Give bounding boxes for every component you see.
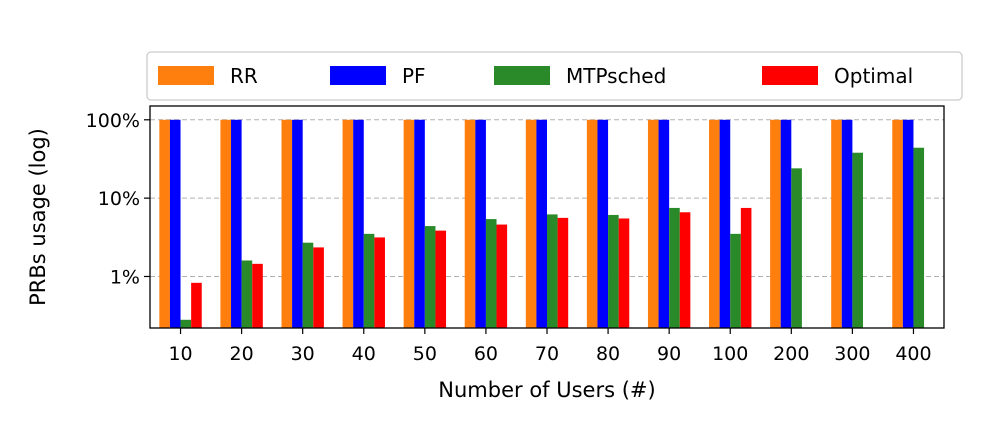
bar-pf-60 bbox=[475, 119, 486, 328]
legend-label-mtpsched: MTPsched bbox=[566, 64, 666, 88]
legend-swatch-mtpsched bbox=[494, 66, 550, 85]
bar-optimal-50 bbox=[435, 230, 447, 328]
x-tick-label: 70 bbox=[535, 343, 559, 365]
bar-rr-20 bbox=[220, 119, 232, 328]
bar-optimal-30 bbox=[313, 247, 324, 328]
bar-optimal-20 bbox=[252, 263, 263, 328]
bar-rr-10 bbox=[159, 119, 170, 328]
bar-optimal-70 bbox=[557, 217, 569, 328]
bar-rr-30 bbox=[281, 119, 293, 328]
legend-box bbox=[146, 51, 963, 101]
bar-mtpsched-40 bbox=[363, 233, 375, 328]
bars bbox=[159, 119, 925, 328]
bar-rr-400 bbox=[892, 119, 903, 328]
bar-rr-80 bbox=[586, 119, 598, 328]
legend-swatch-pf bbox=[330, 66, 386, 85]
x-tick-label: 300 bbox=[834, 343, 870, 365]
legend-swatch-rr bbox=[158, 66, 214, 85]
legend-label-pf: PF bbox=[402, 64, 426, 88]
legend-label-optimal: Optimal bbox=[834, 64, 913, 88]
bar-mtpsched-80 bbox=[608, 214, 619, 328]
x-tick-label: 200 bbox=[773, 343, 809, 365]
bar-pf-40 bbox=[353, 119, 364, 328]
y-tick-label: 100% bbox=[86, 110, 140, 132]
x-tick-label: 50 bbox=[413, 343, 437, 365]
bar-rr-40 bbox=[342, 119, 354, 328]
x-tick-label: 90 bbox=[657, 343, 681, 365]
bar-mtpsched-100 bbox=[730, 233, 741, 328]
bar-mtpsched-50 bbox=[424, 226, 436, 328]
bar-mtpsched-20 bbox=[241, 260, 253, 328]
bar-rr-300 bbox=[831, 119, 842, 328]
bar-rr-200 bbox=[770, 119, 781, 328]
bar-optimal-100 bbox=[740, 207, 752, 328]
bar-mtpsched-10 bbox=[180, 319, 192, 328]
bar-mtpsched-400 bbox=[913, 147, 925, 328]
bar-optimal-80 bbox=[618, 218, 630, 328]
bar-mtpsched-90 bbox=[669, 207, 680, 328]
x-tick-label: 20 bbox=[230, 343, 254, 365]
bar-rr-70 bbox=[525, 119, 537, 328]
bar-pf-30 bbox=[292, 119, 303, 328]
y-axis: 1% 10% 100% bbox=[86, 110, 150, 288]
x-tick-label: 60 bbox=[474, 343, 498, 365]
bar-mtpsched-30 bbox=[302, 242, 314, 328]
bar-mtpsched-200 bbox=[791, 168, 802, 328]
x-tick-label: 80 bbox=[596, 343, 620, 365]
x-tick-label: 40 bbox=[352, 343, 376, 365]
x-axis: 10 20 30 40 50 60 70 80 90 100 200 300 400 bbox=[168, 328, 932, 365]
bar-optimal-10 bbox=[191, 282, 202, 328]
bar-pf-70 bbox=[536, 119, 547, 328]
bar-pf-100 bbox=[719, 119, 731, 328]
y-axis-label: PRBs usage (log) bbox=[26, 128, 50, 306]
legend-label-rr: RR bbox=[230, 64, 258, 88]
bar-optimal-90 bbox=[679, 212, 691, 328]
x-tick-label: 10 bbox=[168, 343, 192, 365]
bar-optimal-60 bbox=[496, 224, 508, 328]
bar-pf-90 bbox=[658, 119, 670, 328]
x-tick-label: 100 bbox=[712, 343, 748, 365]
bar-mtpsched-300 bbox=[852, 152, 863, 328]
bar-mtpsched-70 bbox=[547, 214, 558, 328]
bar-pf-50 bbox=[414, 119, 425, 328]
bar-rr-50 bbox=[403, 119, 415, 328]
bar-mtpsched-60 bbox=[485, 219, 497, 328]
bar-pf-10 bbox=[169, 119, 181, 328]
bar-rr-90 bbox=[647, 119, 659, 328]
bar-pf-80 bbox=[597, 119, 609, 328]
x-axis-label: Number of Users (#) bbox=[438, 378, 655, 402]
legend-swatch-optimal bbox=[762, 66, 818, 85]
y-tick-label: 10% bbox=[98, 188, 140, 210]
bar-rr-100 bbox=[709, 119, 720, 328]
bar-rr-60 bbox=[464, 119, 476, 328]
bar-pf-400 bbox=[902, 119, 914, 328]
legend: RR PF MTPsched Optimal bbox=[146, 51, 963, 101]
bar-optimal-40 bbox=[374, 237, 385, 328]
x-tick-label: 400 bbox=[895, 343, 931, 365]
x-tick-label: 30 bbox=[291, 343, 315, 365]
y-tick-label: 1% bbox=[110, 266, 140, 288]
bar-pf-20 bbox=[231, 119, 242, 328]
bar-pf-200 bbox=[780, 119, 792, 328]
bar-pf-300 bbox=[841, 119, 853, 328]
